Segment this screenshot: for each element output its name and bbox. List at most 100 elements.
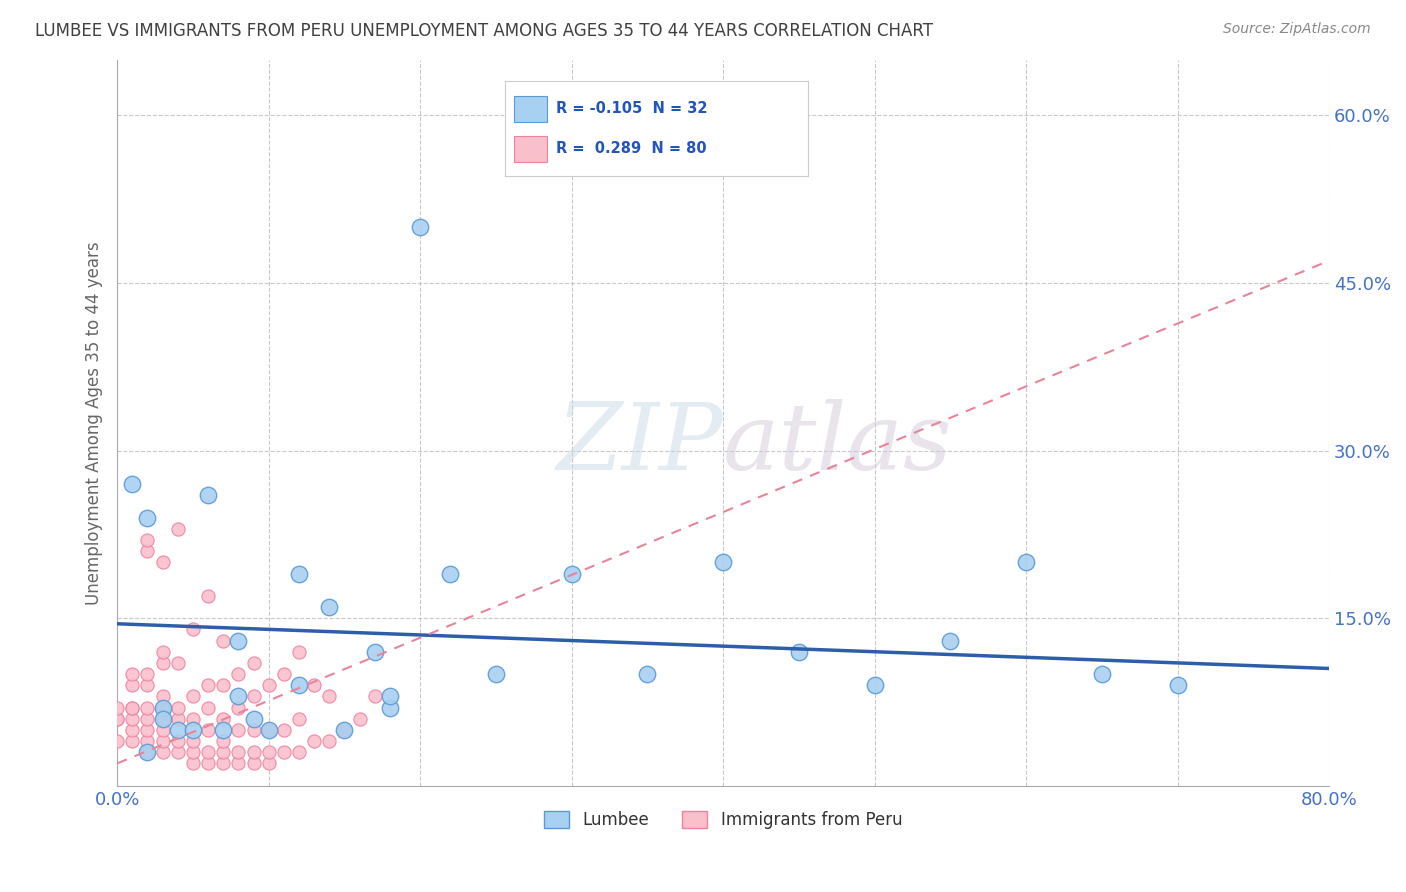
Point <box>349 712 371 726</box>
Point <box>181 723 204 737</box>
Point <box>152 690 174 704</box>
Point <box>181 712 204 726</box>
Text: ZIP: ZIP <box>557 400 723 490</box>
Point <box>136 510 159 524</box>
Point <box>105 712 128 726</box>
Point <box>105 712 128 726</box>
Point <box>257 723 280 737</box>
Point <box>136 533 159 547</box>
Point <box>787 645 810 659</box>
Point <box>197 700 219 714</box>
Point <box>136 734 159 748</box>
Point <box>228 745 250 759</box>
Point <box>136 544 159 558</box>
Point <box>364 645 387 659</box>
Point <box>166 734 188 748</box>
Point <box>939 633 962 648</box>
Point <box>152 712 174 726</box>
Point <box>181 745 204 759</box>
Point <box>121 678 143 692</box>
Point <box>228 756 250 771</box>
Point <box>121 700 143 714</box>
Point <box>228 690 250 704</box>
Point <box>152 645 174 659</box>
Point <box>212 723 235 737</box>
Point <box>242 723 264 737</box>
Point <box>152 656 174 670</box>
Point <box>181 690 204 704</box>
Point <box>242 690 264 704</box>
Point <box>197 589 219 603</box>
Y-axis label: Unemployment Among Ages 35 to 44 years: Unemployment Among Ages 35 to 44 years <box>86 241 103 605</box>
Point <box>364 690 387 704</box>
Point <box>121 700 143 714</box>
Point <box>288 678 311 692</box>
Point <box>212 745 235 759</box>
Point <box>166 656 188 670</box>
Point <box>288 645 311 659</box>
Point <box>121 667 143 681</box>
Point <box>197 678 219 692</box>
Point <box>302 734 325 748</box>
Point <box>288 712 311 726</box>
Point <box>105 734 128 748</box>
Point <box>152 745 174 759</box>
Point <box>136 700 159 714</box>
Point <box>166 723 188 737</box>
Point <box>136 745 159 759</box>
Point <box>152 723 174 737</box>
Point <box>166 700 188 714</box>
Point <box>152 712 174 726</box>
Point <box>166 745 188 759</box>
Point <box>181 734 204 748</box>
Point <box>318 734 340 748</box>
Point <box>228 667 250 681</box>
Point <box>439 566 461 581</box>
Text: LUMBEE VS IMMIGRANTS FROM PERU UNEMPLOYMENT AMONG AGES 35 TO 44 YEARS CORRELATIO: LUMBEE VS IMMIGRANTS FROM PERU UNEMPLOYM… <box>35 22 934 40</box>
Point <box>136 745 159 759</box>
Text: atlas: atlas <box>723 400 953 490</box>
Point <box>212 633 235 648</box>
Point <box>181 623 204 637</box>
Point <box>636 667 658 681</box>
Point <box>1091 667 1114 681</box>
Text: Source: ZipAtlas.com: Source: ZipAtlas.com <box>1223 22 1371 37</box>
Point <box>212 734 235 748</box>
Point <box>136 712 159 726</box>
Point <box>212 712 235 726</box>
Point <box>105 700 128 714</box>
Point <box>1015 555 1038 569</box>
Point <box>197 756 219 771</box>
Legend: Lumbee, Immigrants from Peru: Lumbee, Immigrants from Peru <box>537 804 908 836</box>
Point <box>121 723 143 737</box>
Point <box>273 667 295 681</box>
Point <box>288 745 311 759</box>
Point <box>136 723 159 737</box>
Point <box>152 555 174 569</box>
Point <box>152 700 174 714</box>
Point <box>485 667 508 681</box>
Point <box>166 712 188 726</box>
Point <box>318 600 340 615</box>
Point <box>863 678 886 692</box>
Point <box>378 690 401 704</box>
Point <box>242 745 264 759</box>
Point <box>197 488 219 502</box>
Point <box>228 723 250 737</box>
Point <box>1167 678 1189 692</box>
Point <box>711 555 734 569</box>
Point <box>152 734 174 748</box>
Point <box>197 745 219 759</box>
Point <box>561 566 583 581</box>
Point <box>302 678 325 692</box>
Point <box>257 723 280 737</box>
Point <box>136 667 159 681</box>
Point <box>333 723 356 737</box>
Point <box>242 712 264 726</box>
Point <box>212 756 235 771</box>
Point <box>136 678 159 692</box>
Point <box>242 656 264 670</box>
Point <box>121 477 143 491</box>
Point <box>273 723 295 737</box>
Point <box>166 522 188 536</box>
